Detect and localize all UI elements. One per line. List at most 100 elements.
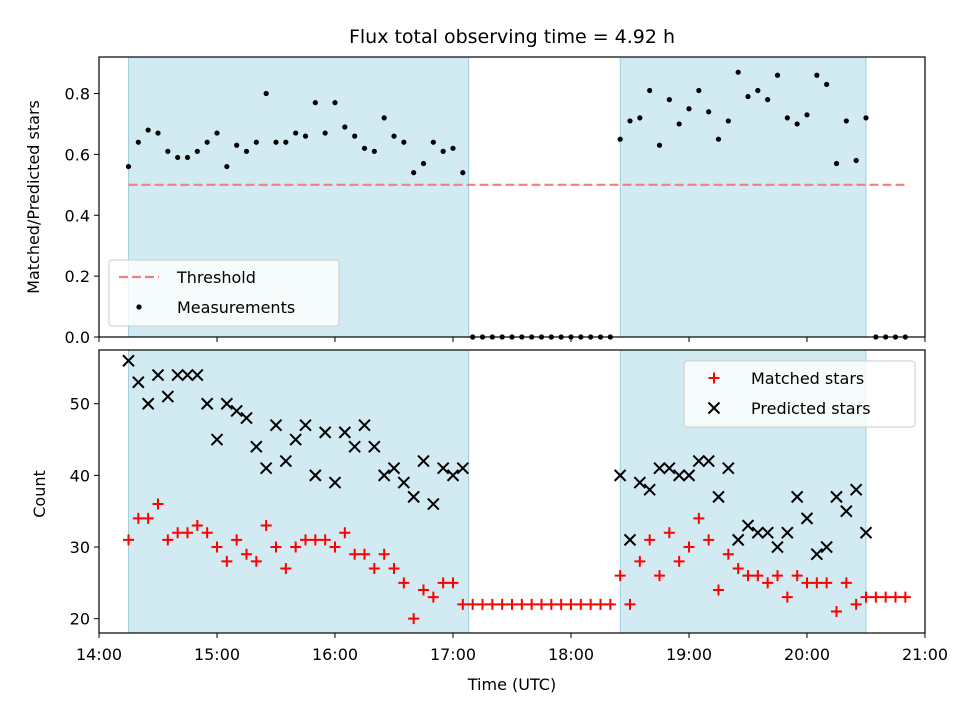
- measurement-point: [647, 87, 653, 94]
- matched-star-point: [703, 534, 715, 546]
- predicted-star-point: [643, 483, 656, 496]
- predicted-star-point: [377, 469, 391, 482]
- x-tick-label: 16:00: [312, 645, 358, 664]
- predicted-star-point: [328, 476, 342, 489]
- matched-star-point: [132, 512, 144, 524]
- matched-star-point: [359, 548, 370, 560]
- matched-star-point: [801, 577, 813, 589]
- predicted-star-point: [731, 533, 745, 547]
- observing-window-2: [619, 56, 867, 338]
- matched-star-point: [595, 598, 606, 610]
- top-y-axis-label: Matched/Predicted stars: [24, 100, 43, 294]
- top-axes-frame: [98, 56, 926, 338]
- predicted-star-point: [653, 462, 666, 475]
- matched-star-point: [555, 598, 567, 610]
- legend-measurement-swatch: [136, 304, 142, 310]
- bottom-legend: Matched stars Predicted stars: [683, 360, 916, 428]
- matched-star-point: [742, 570, 754, 582]
- matched-star-point: [634, 555, 646, 567]
- matched-star-point: [123, 534, 134, 546]
- matched-star-point: [388, 563, 400, 575]
- y-tick-label: 0.6: [65, 145, 90, 164]
- matched-star-point: [457, 598, 469, 610]
- measurement-point: [253, 139, 259, 145]
- predicted-star-point: [259, 462, 273, 475]
- predicted-star-point: [279, 454, 293, 468]
- matched-star-point: [368, 563, 380, 575]
- matched-star-point: [683, 541, 695, 553]
- predicted-star-point: [240, 411, 253, 425]
- measurement-point: [814, 72, 820, 78]
- predicted-star-point: [132, 376, 145, 389]
- matched-star-point: [821, 577, 833, 589]
- legend-predicted-swatch: [707, 401, 721, 415]
- legend-label: Measurements: [177, 298, 295, 317]
- matched-star-point: [142, 512, 154, 524]
- matched-star-point: [378, 548, 390, 560]
- bottom-axes-frame: [98, 349, 926, 634]
- measurement-point: [302, 133, 309, 139]
- predicted-star-point: [741, 519, 755, 532]
- matched-star-point: [191, 520, 203, 532]
- bottom-y-axis-label: Count: [30, 470, 49, 518]
- matched-star-point: [152, 498, 164, 510]
- y-tick-label: 40: [70, 466, 90, 485]
- legend-box: [683, 360, 916, 428]
- matched-star-point: [663, 527, 675, 539]
- legend-label: Threshold: [176, 268, 256, 287]
- predicted-star-point: [663, 462, 676, 475]
- predicted-star-point: [859, 526, 873, 539]
- measurement-point: [706, 109, 712, 115]
- predicted-star-point: [181, 368, 194, 382]
- measurement-point: [322, 130, 328, 136]
- top-observing-windows: [128, 56, 867, 338]
- x-tick-label: 18:00: [548, 645, 594, 664]
- predicted-star-point: [849, 483, 863, 496]
- matched-star-point: [300, 534, 311, 546]
- matched-star-point: [182, 527, 193, 539]
- measurement-point: [391, 133, 397, 139]
- measurement-point: [145, 127, 151, 133]
- measurement-point: [411, 170, 417, 176]
- bottom-x-ticks: 14:00 15:00 16:00 17:00 18:00 19:00 20:00 21:00: [76, 633, 948, 664]
- y-tick-label: 20: [70, 610, 90, 629]
- x-tick-label: 21:00: [902, 645, 948, 664]
- matched-star-point: [850, 598, 862, 610]
- top-chart-title: Flux total observing time = 4.92 h: [349, 26, 675, 48]
- predicted-star-point: [289, 433, 302, 446]
- predicted-star-point: [220, 397, 234, 410]
- matched-star-point: [506, 598, 518, 610]
- matched-star-point: [172, 527, 184, 539]
- predicted-star-point: [200, 397, 214, 410]
- predicted-star-point: [771, 540, 784, 554]
- legend-box: [108, 259, 340, 327]
- matched-star-point: [585, 598, 597, 610]
- predicted-star-point: [761, 526, 774, 539]
- matched-star-point: [831, 606, 842, 618]
- matched-star-point: [860, 591, 872, 603]
- measurement-point: [125, 163, 132, 170]
- predicted-star-point: [751, 526, 765, 539]
- matched-star-point: [270, 541, 282, 553]
- matched-star-point: [604, 598, 616, 610]
- matched-star-point: [162, 534, 174, 546]
- bottom-y-ticks: 20 30 40 50: [70, 395, 99, 629]
- predicted-star-point: [368, 440, 381, 453]
- measurement-point: [135, 139, 141, 145]
- matched-star-point: [890, 591, 901, 603]
- matched-star-point: [880, 591, 892, 603]
- measurement-point: [853, 157, 859, 164]
- matched-star-point: [565, 598, 577, 610]
- measurement-point: [243, 148, 250, 154]
- predicted-star-point: [672, 469, 686, 482]
- matched-star-point: [319, 534, 331, 546]
- matched-star-point: [211, 541, 223, 553]
- measurement-point: [833, 160, 840, 167]
- measurement-point: [735, 69, 741, 75]
- matched-star-point: [447, 577, 459, 589]
- measurement-point: [676, 121, 682, 127]
- matched-star-point: [231, 534, 243, 546]
- measurement-point: [381, 115, 387, 121]
- y-tick-label: 0.4: [65, 206, 90, 225]
